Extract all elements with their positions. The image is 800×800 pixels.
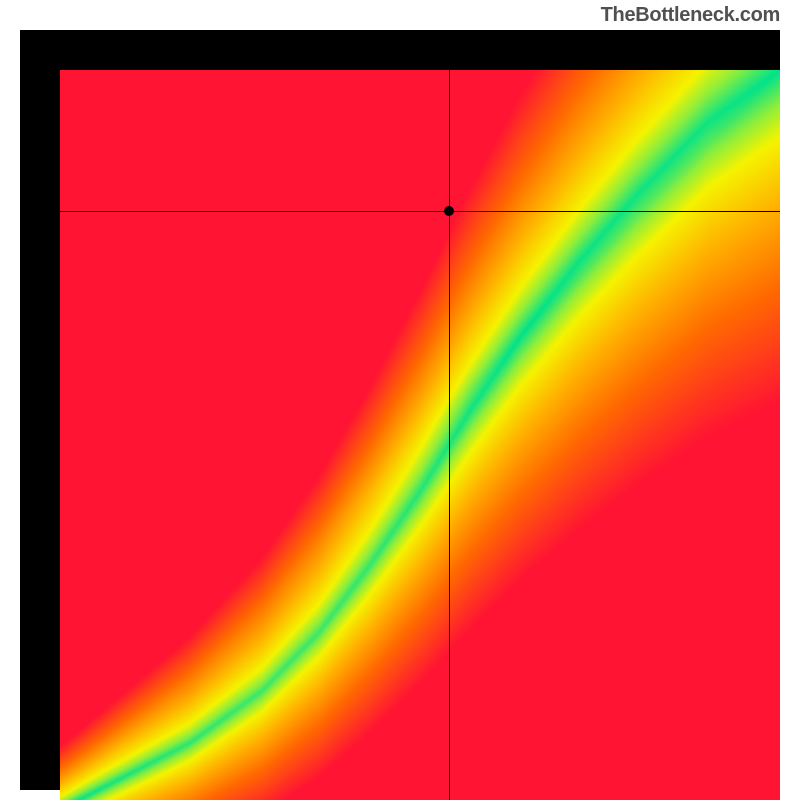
crosshair-vertical <box>449 70 450 800</box>
watermark-text: TheBottleneck.com <box>601 4 780 27</box>
heatmap-plot <box>60 70 780 800</box>
crosshair-dot <box>444 206 454 216</box>
chart-frame <box>20 30 780 790</box>
crosshair-horizontal <box>60 211 780 212</box>
